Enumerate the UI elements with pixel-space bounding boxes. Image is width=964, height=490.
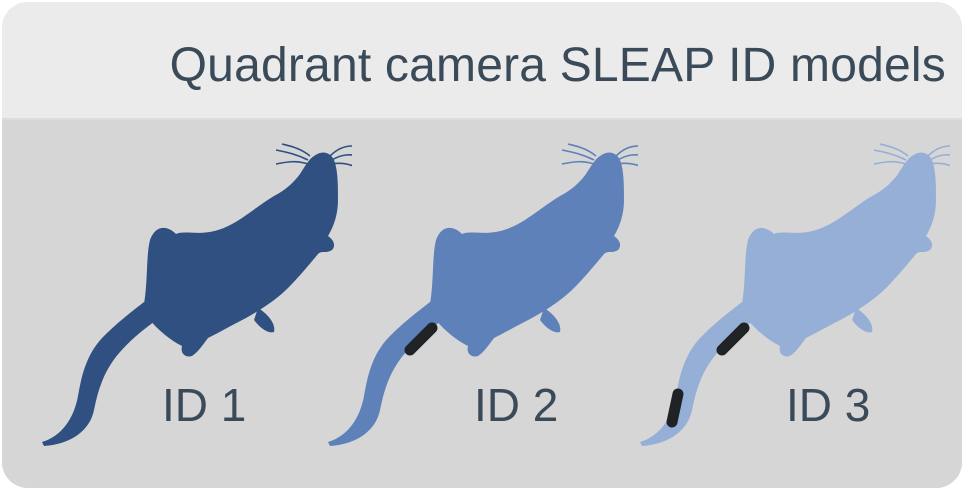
tail-mark [666,388,684,428]
tail-mark [404,322,438,356]
mouse-id1-label: ID 1 [162,379,247,431]
panel-header: Quadrant camera SLEAP ID models [2,2,962,120]
mouse-id3-icon [640,143,950,446]
tail-mark [716,322,750,356]
mouse-id2-icon [328,143,638,446]
mouse-id1-icon [42,143,352,446]
panel-title: Quadrant camera SLEAP ID models [169,39,946,92]
mouse-id2-label: ID 2 [474,379,559,431]
mouse-id3-label: ID 3 [786,379,871,431]
